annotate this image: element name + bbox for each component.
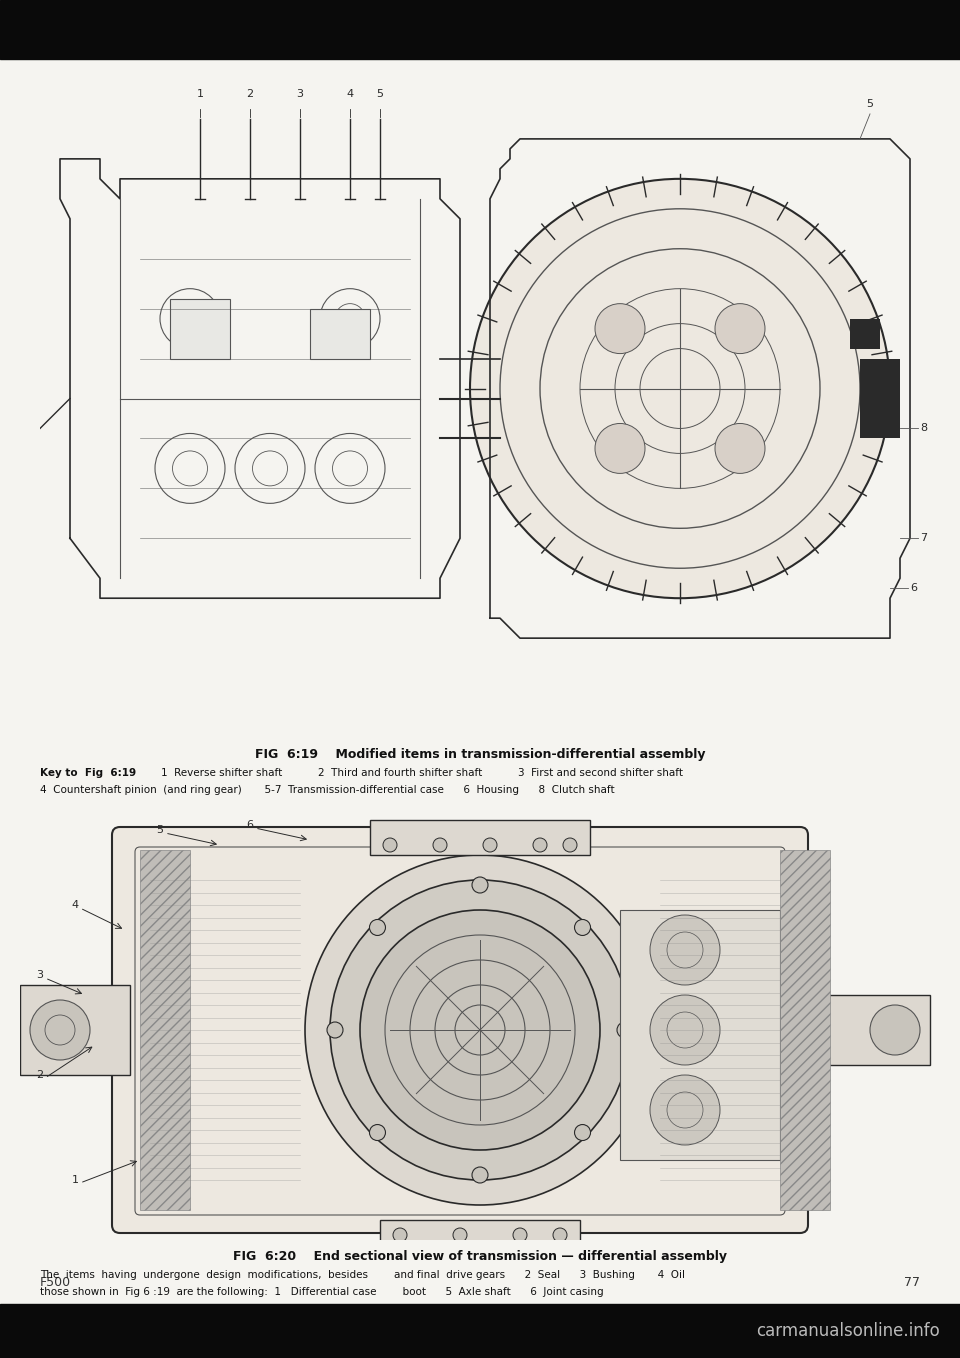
- Circle shape: [330, 880, 630, 1180]
- Bar: [850, 319, 880, 349]
- Text: 3: 3: [36, 970, 43, 980]
- Text: Key to  Fig  6:19: Key to Fig 6:19: [40, 769, 136, 778]
- Bar: [370, 820, 590, 856]
- Text: 5: 5: [156, 826, 163, 835]
- Bar: [310, 308, 370, 359]
- Circle shape: [715, 424, 765, 474]
- Circle shape: [715, 304, 765, 353]
- Circle shape: [483, 838, 497, 851]
- Text: 7: 7: [920, 534, 927, 543]
- Circle shape: [513, 1228, 527, 1243]
- Text: carmanualsonline.info: carmanualsonline.info: [756, 1321, 940, 1340]
- Bar: [170, 299, 230, 359]
- Text: 2: 2: [36, 1070, 43, 1080]
- Circle shape: [472, 877, 488, 894]
- Text: 1: 1: [197, 90, 204, 99]
- Bar: [780, 850, 830, 1210]
- Circle shape: [595, 304, 645, 353]
- Circle shape: [574, 1124, 590, 1141]
- Bar: [20, 985, 130, 1076]
- Text: 6: 6: [247, 820, 253, 830]
- Text: 6: 6: [910, 583, 917, 593]
- Circle shape: [533, 838, 547, 851]
- Circle shape: [563, 838, 577, 851]
- Text: 3: 3: [297, 90, 303, 99]
- FancyBboxPatch shape: [112, 827, 808, 1233]
- Text: 1: 1: [71, 1175, 79, 1186]
- Text: 4  Countershaft pinion  (and ring gear)       5-7  Transmission-differential cas: 4 Countershaft pinion (and ring gear) 5-…: [40, 785, 614, 794]
- Circle shape: [433, 838, 447, 851]
- Bar: [0, 1304, 960, 1358]
- Text: 4: 4: [71, 900, 79, 910]
- Text: FIG  6:19    Modified items in transmission-differential assembly: FIG 6:19 Modified items in transmission-…: [254, 748, 706, 760]
- Text: 5: 5: [867, 99, 874, 109]
- Circle shape: [305, 856, 655, 1205]
- Circle shape: [453, 1228, 467, 1243]
- Circle shape: [370, 1124, 386, 1141]
- Circle shape: [650, 995, 720, 1065]
- Bar: [800, 995, 930, 1065]
- Text: those shown in  Fig 6 :19  are the following:  1   Differential case        boot: those shown in Fig 6 :19 are the followi…: [40, 1287, 604, 1297]
- Circle shape: [870, 1005, 920, 1055]
- Circle shape: [327, 1023, 343, 1038]
- Circle shape: [650, 915, 720, 985]
- Text: 1  Reverse shifter shaft           2  Third and fourth shifter shaft           3: 1 Reverse shifter shaft 2 Third and four…: [135, 769, 683, 778]
- Text: 2: 2: [247, 90, 253, 99]
- Circle shape: [360, 910, 600, 1150]
- Circle shape: [393, 1228, 407, 1243]
- Text: 5: 5: [376, 90, 383, 99]
- Circle shape: [30, 999, 90, 1061]
- Text: 77: 77: [904, 1277, 920, 1289]
- Circle shape: [470, 179, 890, 599]
- Circle shape: [574, 919, 590, 936]
- Bar: [140, 850, 190, 1210]
- Text: The  items  having  undergone  design  modifications,  besides        and final : The items having undergone design modifi…: [40, 1270, 685, 1281]
- Text: 4: 4: [347, 90, 353, 99]
- Text: F500: F500: [40, 1277, 71, 1289]
- Text: 8: 8: [920, 424, 927, 433]
- Bar: [0, 0, 960, 58]
- Circle shape: [383, 838, 397, 851]
- Circle shape: [650, 1076, 720, 1145]
- Text: FIG  6:20    End sectional view of transmission — differential assembly: FIG 6:20 End sectional view of transmiss…: [233, 1249, 727, 1263]
- Bar: [380, 1219, 580, 1249]
- Circle shape: [553, 1228, 567, 1243]
- Circle shape: [472, 1167, 488, 1183]
- Circle shape: [617, 1023, 633, 1038]
- Bar: [620, 910, 780, 1160]
- Circle shape: [370, 919, 386, 936]
- Circle shape: [595, 424, 645, 474]
- Bar: [860, 359, 900, 439]
